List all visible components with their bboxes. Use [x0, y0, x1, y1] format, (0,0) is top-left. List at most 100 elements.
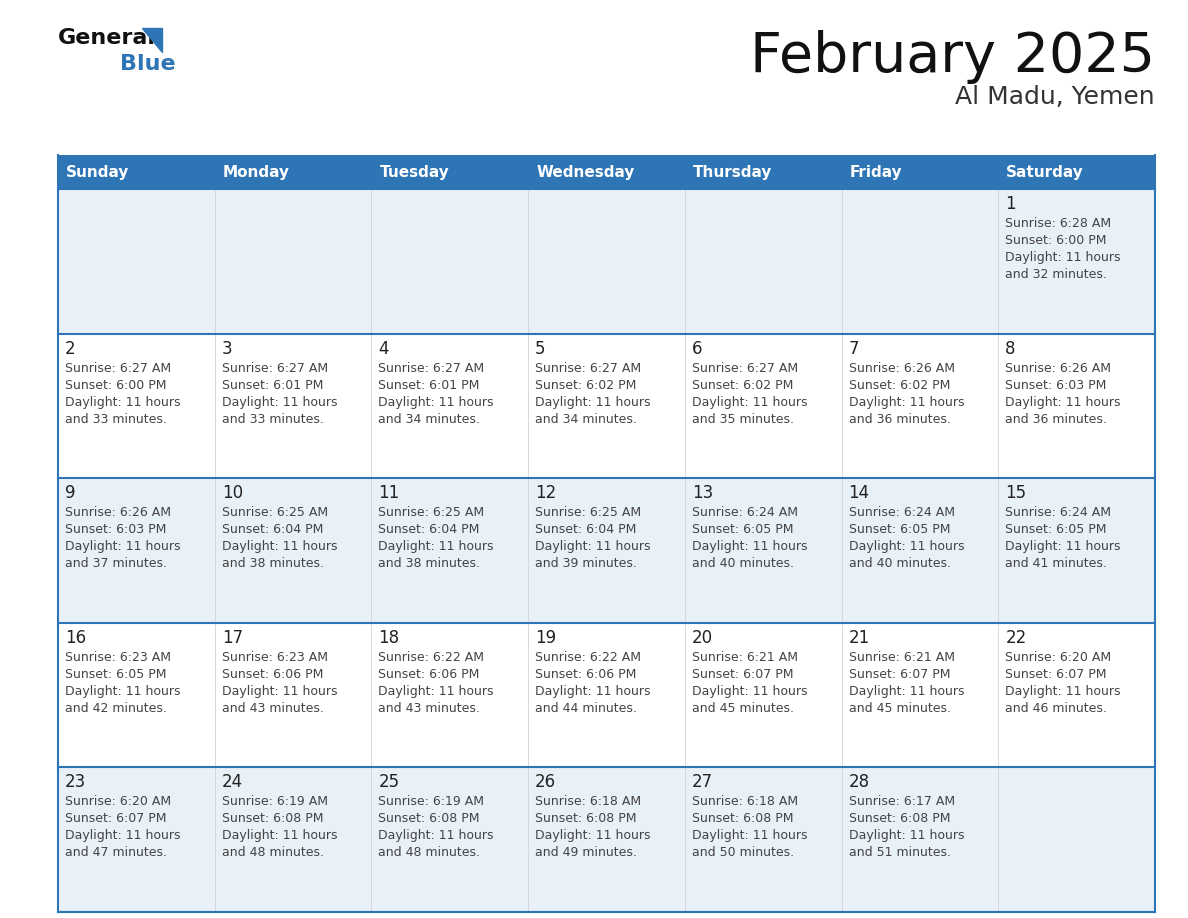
Text: Sunrise: 6:21 AM: Sunrise: 6:21 AM [848, 651, 955, 664]
Text: 7: 7 [848, 340, 859, 358]
Text: Daylight: 11 hours: Daylight: 11 hours [222, 829, 337, 843]
Text: 16: 16 [65, 629, 86, 647]
Text: Saturday: Saturday [1006, 164, 1083, 180]
Text: 9: 9 [65, 484, 76, 502]
Text: 15: 15 [1005, 484, 1026, 502]
Text: 6: 6 [691, 340, 702, 358]
Text: Sunrise: 6:27 AM: Sunrise: 6:27 AM [222, 362, 328, 375]
Bar [58, 189, 1155, 333]
Text: 11: 11 [379, 484, 399, 502]
Text: Sunset: 6:06 PM: Sunset: 6:06 PM [379, 667, 480, 681]
Text: Daylight: 11 hours: Daylight: 11 hours [379, 829, 494, 843]
Bar [58, 767, 1155, 912]
Text: 20: 20 [691, 629, 713, 647]
Text: Daylight: 11 hours: Daylight: 11 hours [222, 540, 337, 554]
Text: 25: 25 [379, 773, 399, 791]
Text: Thursday: Thursday [693, 164, 772, 180]
Text: Sunrise: 6:24 AM: Sunrise: 6:24 AM [1005, 506, 1111, 520]
Text: Daylight: 11 hours: Daylight: 11 hours [65, 685, 181, 698]
Text: 12: 12 [535, 484, 556, 502]
Text: and 33 minutes.: and 33 minutes. [222, 412, 323, 426]
Text: Sunset: 6:04 PM: Sunset: 6:04 PM [222, 523, 323, 536]
Text: Daylight: 11 hours: Daylight: 11 hours [535, 540, 651, 554]
Text: 26: 26 [535, 773, 556, 791]
Text: Daylight: 11 hours: Daylight: 11 hours [691, 396, 808, 409]
Text: Sunset: 6:03 PM: Sunset: 6:03 PM [1005, 378, 1107, 392]
Bar [58, 622, 1155, 767]
Text: Sunrise: 6:24 AM: Sunrise: 6:24 AM [848, 506, 955, 520]
Text: Sunrise: 6:26 AM: Sunrise: 6:26 AM [1005, 362, 1111, 375]
Text: Sunset: 6:05 PM: Sunset: 6:05 PM [1005, 523, 1107, 536]
Text: and 33 minutes.: and 33 minutes. [65, 412, 166, 426]
Text: Sunset: 6:02 PM: Sunset: 6:02 PM [691, 378, 794, 392]
Text: and 40 minutes.: and 40 minutes. [848, 557, 950, 570]
Text: 14: 14 [848, 484, 870, 502]
Text: Sunset: 6:07 PM: Sunset: 6:07 PM [691, 667, 794, 681]
Text: and 38 minutes.: and 38 minutes. [379, 557, 480, 570]
Text: Sunset: 6:08 PM: Sunset: 6:08 PM [379, 812, 480, 825]
Text: and 36 minutes.: and 36 minutes. [848, 412, 950, 426]
Text: Daylight: 11 hours: Daylight: 11 hours [379, 396, 494, 409]
Text: Sunset: 6:03 PM: Sunset: 6:03 PM [65, 523, 166, 536]
Text: February 2025: February 2025 [750, 30, 1155, 84]
Text: Sunrise: 6:24 AM: Sunrise: 6:24 AM [691, 506, 798, 520]
Text: and 48 minutes.: and 48 minutes. [379, 846, 480, 859]
Text: Sunset: 6:05 PM: Sunset: 6:05 PM [65, 667, 166, 681]
Text: Sunset: 6:05 PM: Sunset: 6:05 PM [691, 523, 794, 536]
Text: Daylight: 11 hours: Daylight: 11 hours [65, 540, 181, 554]
Text: and 38 minutes.: and 38 minutes. [222, 557, 323, 570]
Bar [58, 478, 1155, 622]
Text: and 45 minutes.: and 45 minutes. [848, 701, 950, 715]
Text: Daylight: 11 hours: Daylight: 11 hours [222, 685, 337, 698]
Text: Al Madu, Yemen: Al Madu, Yemen [955, 85, 1155, 109]
Bar [58, 155, 1155, 189]
Text: and 46 minutes.: and 46 minutes. [1005, 701, 1107, 715]
Text: Sunset: 6:06 PM: Sunset: 6:06 PM [535, 667, 637, 681]
Text: Sunrise: 6:17 AM: Sunrise: 6:17 AM [848, 795, 955, 809]
Text: Sunrise: 6:20 AM: Sunrise: 6:20 AM [65, 795, 171, 809]
Text: Sunrise: 6:25 AM: Sunrise: 6:25 AM [535, 506, 642, 520]
Text: 22: 22 [1005, 629, 1026, 647]
Text: 17: 17 [222, 629, 242, 647]
Text: and 48 minutes.: and 48 minutes. [222, 846, 323, 859]
Text: 19: 19 [535, 629, 556, 647]
Text: Blue: Blue [120, 54, 176, 74]
Text: Sunset: 6:00 PM: Sunset: 6:00 PM [1005, 234, 1107, 247]
Text: Daylight: 11 hours: Daylight: 11 hours [848, 685, 965, 698]
Text: Tuesday: Tuesday [379, 164, 449, 180]
Text: Sunrise: 6:22 AM: Sunrise: 6:22 AM [535, 651, 642, 664]
Text: and 47 minutes.: and 47 minutes. [65, 846, 168, 859]
Text: Sunrise: 6:19 AM: Sunrise: 6:19 AM [222, 795, 328, 809]
Text: Sunset: 6:02 PM: Sunset: 6:02 PM [848, 378, 950, 392]
Bar [58, 333, 1155, 478]
Text: Daylight: 11 hours: Daylight: 11 hours [535, 685, 651, 698]
Text: and 45 minutes.: and 45 minutes. [691, 701, 794, 715]
Text: Sunset: 6:08 PM: Sunset: 6:08 PM [691, 812, 794, 825]
Text: and 32 minutes.: and 32 minutes. [1005, 268, 1107, 281]
Text: 13: 13 [691, 484, 713, 502]
Text: Daylight: 11 hours: Daylight: 11 hours [1005, 540, 1120, 554]
Text: and 42 minutes.: and 42 minutes. [65, 701, 166, 715]
Text: Sunset: 6:08 PM: Sunset: 6:08 PM [222, 812, 323, 825]
Text: Sunrise: 6:20 AM: Sunrise: 6:20 AM [1005, 651, 1112, 664]
Text: and 51 minutes.: and 51 minutes. [848, 846, 950, 859]
Text: Monday: Monday [222, 164, 290, 180]
Text: and 39 minutes.: and 39 minutes. [535, 557, 637, 570]
Text: Daylight: 11 hours: Daylight: 11 hours [535, 829, 651, 843]
Text: and 34 minutes.: and 34 minutes. [535, 412, 637, 426]
Text: Sunrise: 6:27 AM: Sunrise: 6:27 AM [535, 362, 642, 375]
Text: 8: 8 [1005, 340, 1016, 358]
Text: and 37 minutes.: and 37 minutes. [65, 557, 168, 570]
Text: Sunrise: 6:28 AM: Sunrise: 6:28 AM [1005, 217, 1112, 230]
Text: Sunrise: 6:26 AM: Sunrise: 6:26 AM [848, 362, 955, 375]
Text: Daylight: 11 hours: Daylight: 11 hours [1005, 685, 1120, 698]
Text: 18: 18 [379, 629, 399, 647]
Text: Daylight: 11 hours: Daylight: 11 hours [1005, 396, 1120, 409]
Text: Sunset: 6:01 PM: Sunset: 6:01 PM [222, 378, 323, 392]
Text: Sunrise: 6:18 AM: Sunrise: 6:18 AM [535, 795, 642, 809]
Text: 24: 24 [222, 773, 242, 791]
Text: Daylight: 11 hours: Daylight: 11 hours [535, 396, 651, 409]
Text: Sunrise: 6:18 AM: Sunrise: 6:18 AM [691, 795, 798, 809]
Text: Sunrise: 6:19 AM: Sunrise: 6:19 AM [379, 795, 485, 809]
Text: 28: 28 [848, 773, 870, 791]
